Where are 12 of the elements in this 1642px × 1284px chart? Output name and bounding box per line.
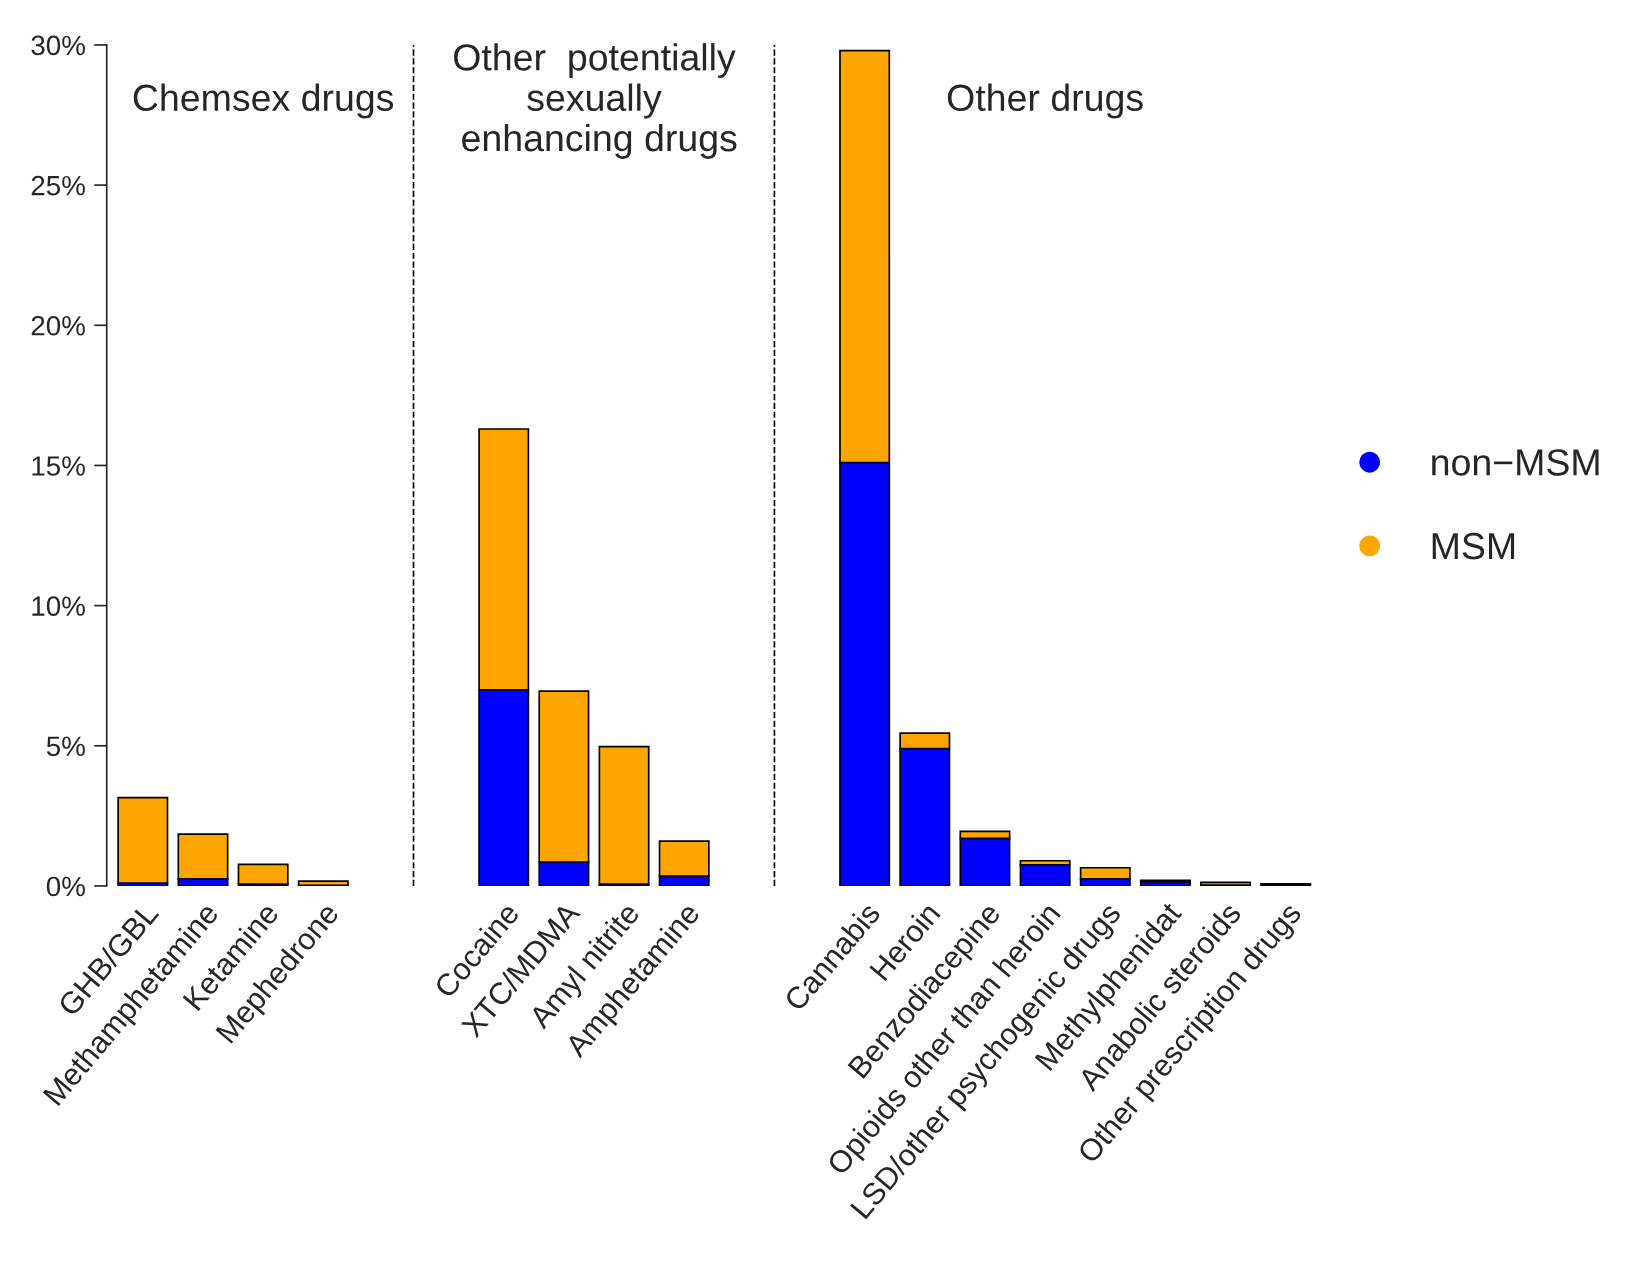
annotation: Chemsex drugs [133, 83, 394, 119]
annotation: Other potentially sexually enhancing drugs [454, 43, 737, 159]
y-tick-label: 25% [31, 175, 85, 196]
legend-label: non−MSM [1432, 449, 1599, 476]
annotation: Other drugs [947, 83, 1143, 119]
y-tick-label: 10% [32, 596, 85, 616]
y-tick-label: 30% [31, 35, 85, 56]
y-tick-label: 5% [46, 736, 85, 757]
y-tick-label: 0% [46, 876, 85, 897]
y-tick-label: 20% [31, 315, 85, 336]
y-tick-label: 15% [32, 456, 85, 476]
legend-label: MSM [1432, 532, 1515, 560]
